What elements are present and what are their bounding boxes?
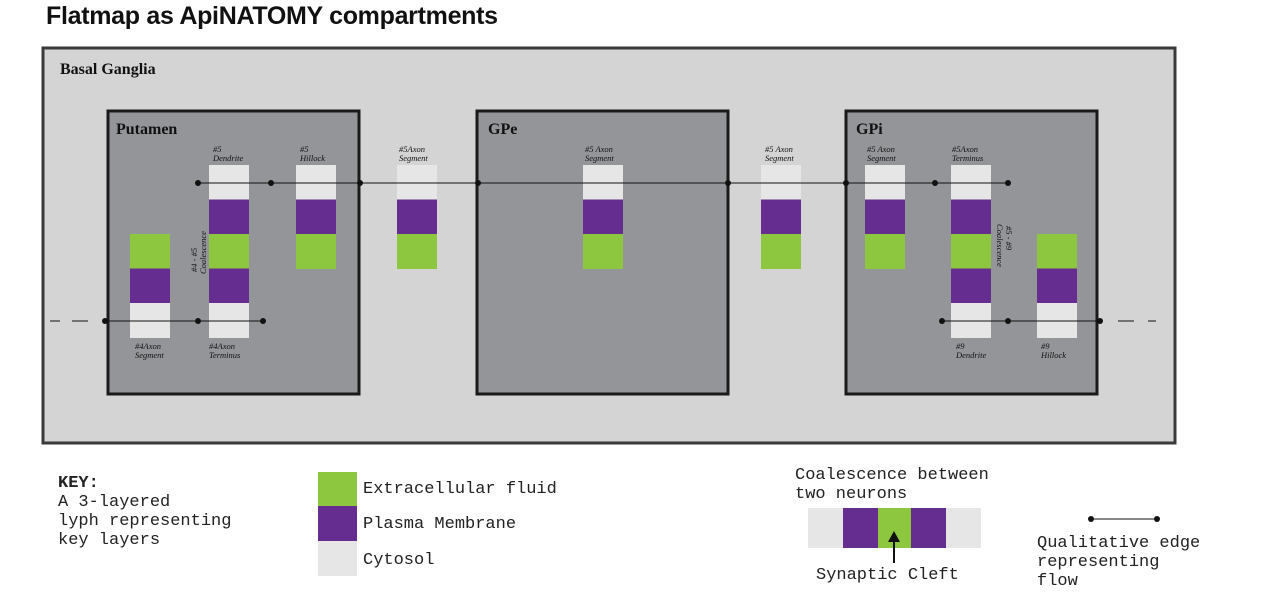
label-gpe-axon-2: Segment xyxy=(585,153,614,163)
key-coalescence-membrane-right xyxy=(911,508,946,548)
label-gpi-axon-1: #5 Axon xyxy=(867,144,895,154)
label-between2-1: #5 Axon xyxy=(765,144,793,154)
key-coalescence-cytosol-right xyxy=(946,508,981,548)
lyph-putamen-axon4-layer-extracellular xyxy=(130,234,170,269)
key-swatch-extracellular xyxy=(318,472,357,506)
lyph-gpe-axon-layer-membrane xyxy=(583,199,623,235)
key-layer-membrane: Plasma Membrane xyxy=(363,515,517,534)
lyph-putamen-coalescence xyxy=(209,165,249,338)
lyph-gpe-axon xyxy=(583,165,623,269)
synaptic-cleft-arrow-head xyxy=(888,531,900,542)
key-description-2: lyph representing xyxy=(58,512,232,531)
label-gpi-hillock9-2: Hillock xyxy=(1040,350,1066,360)
lyph-between-gpe-gpi-layer-extracellular xyxy=(761,234,801,269)
lyph-putamen-coalescence-layer-membrane xyxy=(209,199,249,235)
lyph-gpi-axon xyxy=(865,165,905,269)
label-gpi-dendrite9-2: Dendrite xyxy=(955,350,986,360)
lyph-gpi-coalescence-layer-extracellular xyxy=(951,234,991,269)
lyph-gpe-axon-layer-extracellular xyxy=(583,234,623,269)
lyph-putamen-axon4-layer-membrane xyxy=(130,268,170,304)
lyph-gpi-axon-layer-membrane xyxy=(865,199,905,235)
label-p-terminus4-1: #4Axon xyxy=(209,341,235,351)
label-p-axon4-1: #4Axon xyxy=(135,341,161,351)
coalescence-left-1: #4 - #5 xyxy=(189,248,199,272)
putamen-label: Putamen xyxy=(116,121,177,138)
key-coalescence-title-2: two neurons xyxy=(795,485,908,504)
basal-ganglia-label: Basal Ganglia xyxy=(60,61,156,78)
label-gpi-axon-2: Segment xyxy=(867,153,896,163)
label-p-dendrite-1: #5 xyxy=(213,144,222,154)
lyph-between-putamen-gpe-layer-extracellular xyxy=(397,234,437,269)
key-synaptic-cleft: Synaptic Cleft xyxy=(816,566,959,585)
key-layer-cytosol: Cytosol xyxy=(363,551,435,570)
key-edge-text-3: flow xyxy=(1037,572,1078,591)
flow-edges xyxy=(50,182,1156,322)
key-heading: KEY: xyxy=(58,474,99,493)
key-coalescence-cytosol-left xyxy=(808,508,843,548)
key-edge-node-left xyxy=(1088,516,1094,522)
label-gpe-axon-1: #5 Axon xyxy=(585,144,613,154)
diagram-title: Flatmap as ApiNATOMY compartments xyxy=(46,2,498,30)
lyph-gpi-coalescence xyxy=(951,165,991,338)
lyph-putamen-coalescence-layer-extracellular xyxy=(209,234,249,269)
label-p-dendrite-2: Dendrite xyxy=(212,153,243,163)
label-gpi-hillock9-1: #9 xyxy=(1041,341,1050,351)
lyph-between-putamen-gpe xyxy=(397,165,437,269)
lyph-putamen-hillock-layer-extracellular xyxy=(296,234,336,269)
lyph-gpi-hillock9 xyxy=(1037,234,1077,338)
label-p-hillock-2: Hillock xyxy=(299,153,325,163)
key-description-1: A 3-layered xyxy=(58,493,171,512)
lyph-putamen-hillock-layer-membrane xyxy=(296,199,336,235)
label-gpi-dendrite9-1: #9 xyxy=(956,341,965,351)
label-between2-2: Segment xyxy=(765,153,794,163)
label-gpi-terminus-2: Terminus xyxy=(952,153,984,163)
lyph-between-gpe-gpi-layer-membrane xyxy=(761,199,801,235)
edge-nodes xyxy=(102,180,1103,324)
key-edge-node-right xyxy=(1154,516,1160,522)
label-p-axon4-2: Segment xyxy=(135,350,164,360)
lyph-gpi-coalescence-layer-membrane xyxy=(951,199,991,235)
key-edge-text-1: Qualitative edge xyxy=(1037,534,1201,553)
lyph-gpi-coalescence-layer-membrane xyxy=(951,268,991,304)
lyph-gpi-hillock9-layer-membrane xyxy=(1037,268,1077,304)
coalescence-right-1: #5 - #9 xyxy=(1004,226,1014,251)
key-layer-extracellular: Extracellular fluid xyxy=(363,480,557,499)
lyph-gpi-axon-layer-extracellular xyxy=(865,234,905,269)
lyph-putamen-axon4 xyxy=(130,234,170,338)
coalescence-left-2: Coalescence xyxy=(198,231,208,274)
lyph-gpi-hillock9-layer-extracellular xyxy=(1037,234,1077,269)
key-edge-text-2: representing xyxy=(1037,553,1160,572)
label-gpi-terminus-1: #5Axon xyxy=(952,144,978,154)
key-coalescence-membrane-left xyxy=(843,508,878,548)
label-between1-1: #5Axon xyxy=(399,144,425,154)
gpe-label: GPe xyxy=(488,121,517,138)
gpi-label: GPi xyxy=(856,121,883,138)
key-description-3: key layers xyxy=(58,531,161,550)
label-p-terminus4-2: Terminus xyxy=(209,350,241,360)
lyph-putamen-coalescence-layer-membrane xyxy=(209,268,249,304)
key-swatch-membrane xyxy=(318,506,357,541)
key-swatch-cytosol xyxy=(318,541,357,576)
lyph-between-gpe-gpi xyxy=(761,165,801,269)
lyph-between-putamen-gpe-layer-membrane xyxy=(397,199,437,235)
key-coalescence-title-1: Coalescence between xyxy=(795,466,989,485)
label-p-hillock-1: #5 xyxy=(300,144,309,154)
lyph-putamen-hillock xyxy=(296,165,336,269)
label-between1-2: Segment xyxy=(399,153,428,163)
coalescence-right-2: Coalescence xyxy=(995,224,1005,267)
